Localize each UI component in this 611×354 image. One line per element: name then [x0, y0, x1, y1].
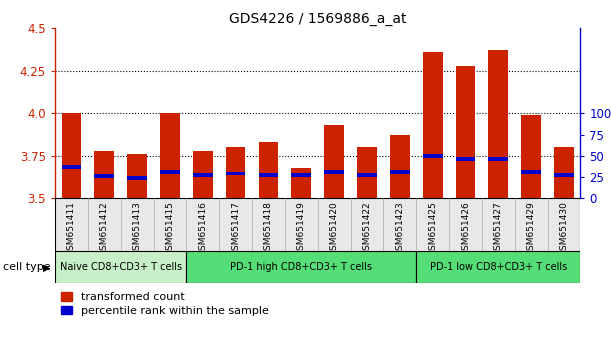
Bar [258, 173, 279, 177]
Text: GSM651425: GSM651425 [428, 201, 437, 256]
Text: GSM651427: GSM651427 [494, 201, 503, 256]
Title: GDS4226 / 1569886_a_at: GDS4226 / 1569886_a_at [229, 12, 406, 26]
Text: GSM651413: GSM651413 [133, 201, 142, 256]
Text: GSM651411: GSM651411 [67, 201, 76, 256]
Bar [127, 176, 147, 180]
Bar [554, 147, 574, 198]
Bar [226, 172, 246, 176]
Bar [488, 157, 508, 161]
Bar [127, 154, 147, 198]
Bar [62, 113, 81, 198]
Bar [291, 168, 311, 198]
Text: GSM651417: GSM651417 [231, 201, 240, 256]
Bar [423, 154, 442, 158]
Bar [291, 173, 311, 177]
Bar [226, 147, 246, 198]
Bar [258, 142, 279, 198]
Bar [193, 151, 213, 198]
Text: GSM651416: GSM651416 [199, 201, 207, 256]
Bar [357, 173, 377, 177]
Text: Naive CD8+CD3+ T cells: Naive CD8+CD3+ T cells [60, 262, 181, 272]
Text: GSM651429: GSM651429 [527, 201, 536, 256]
Text: ▶: ▶ [43, 262, 50, 272]
Text: GSM651430: GSM651430 [560, 201, 568, 256]
FancyBboxPatch shape [55, 198, 580, 251]
Text: GSM651412: GSM651412 [100, 201, 109, 256]
FancyBboxPatch shape [55, 251, 186, 283]
Text: GSM651423: GSM651423 [395, 201, 404, 256]
Bar [62, 165, 81, 169]
FancyBboxPatch shape [416, 251, 580, 283]
Text: GSM651422: GSM651422 [362, 201, 371, 256]
FancyBboxPatch shape [186, 251, 416, 283]
Bar [488, 50, 508, 198]
Bar [94, 174, 114, 178]
Text: GSM651415: GSM651415 [166, 201, 174, 256]
Text: GSM651418: GSM651418 [264, 201, 273, 256]
Bar [456, 157, 475, 161]
Bar [521, 115, 541, 198]
Text: GSM651420: GSM651420 [330, 201, 338, 256]
Bar [94, 151, 114, 198]
Bar [193, 173, 213, 177]
Bar [390, 170, 409, 174]
Bar [390, 135, 409, 198]
Text: PD-1 high CD8+CD3+ T cells: PD-1 high CD8+CD3+ T cells [230, 262, 372, 272]
Bar [423, 52, 442, 198]
Bar [324, 170, 344, 174]
Legend: transformed count, percentile rank within the sample: transformed count, percentile rank withi… [60, 292, 268, 316]
Text: cell type: cell type [3, 262, 51, 272]
Bar [324, 125, 344, 198]
Bar [521, 170, 541, 174]
Bar [160, 170, 180, 174]
Bar [357, 147, 377, 198]
Bar [160, 113, 180, 198]
Text: PD-1 low CD8+CD3+ T cells: PD-1 low CD8+CD3+ T cells [430, 262, 567, 272]
Text: GSM651419: GSM651419 [297, 201, 306, 256]
Text: GSM651426: GSM651426 [461, 201, 470, 256]
Bar [554, 173, 574, 177]
Bar [456, 66, 475, 198]
